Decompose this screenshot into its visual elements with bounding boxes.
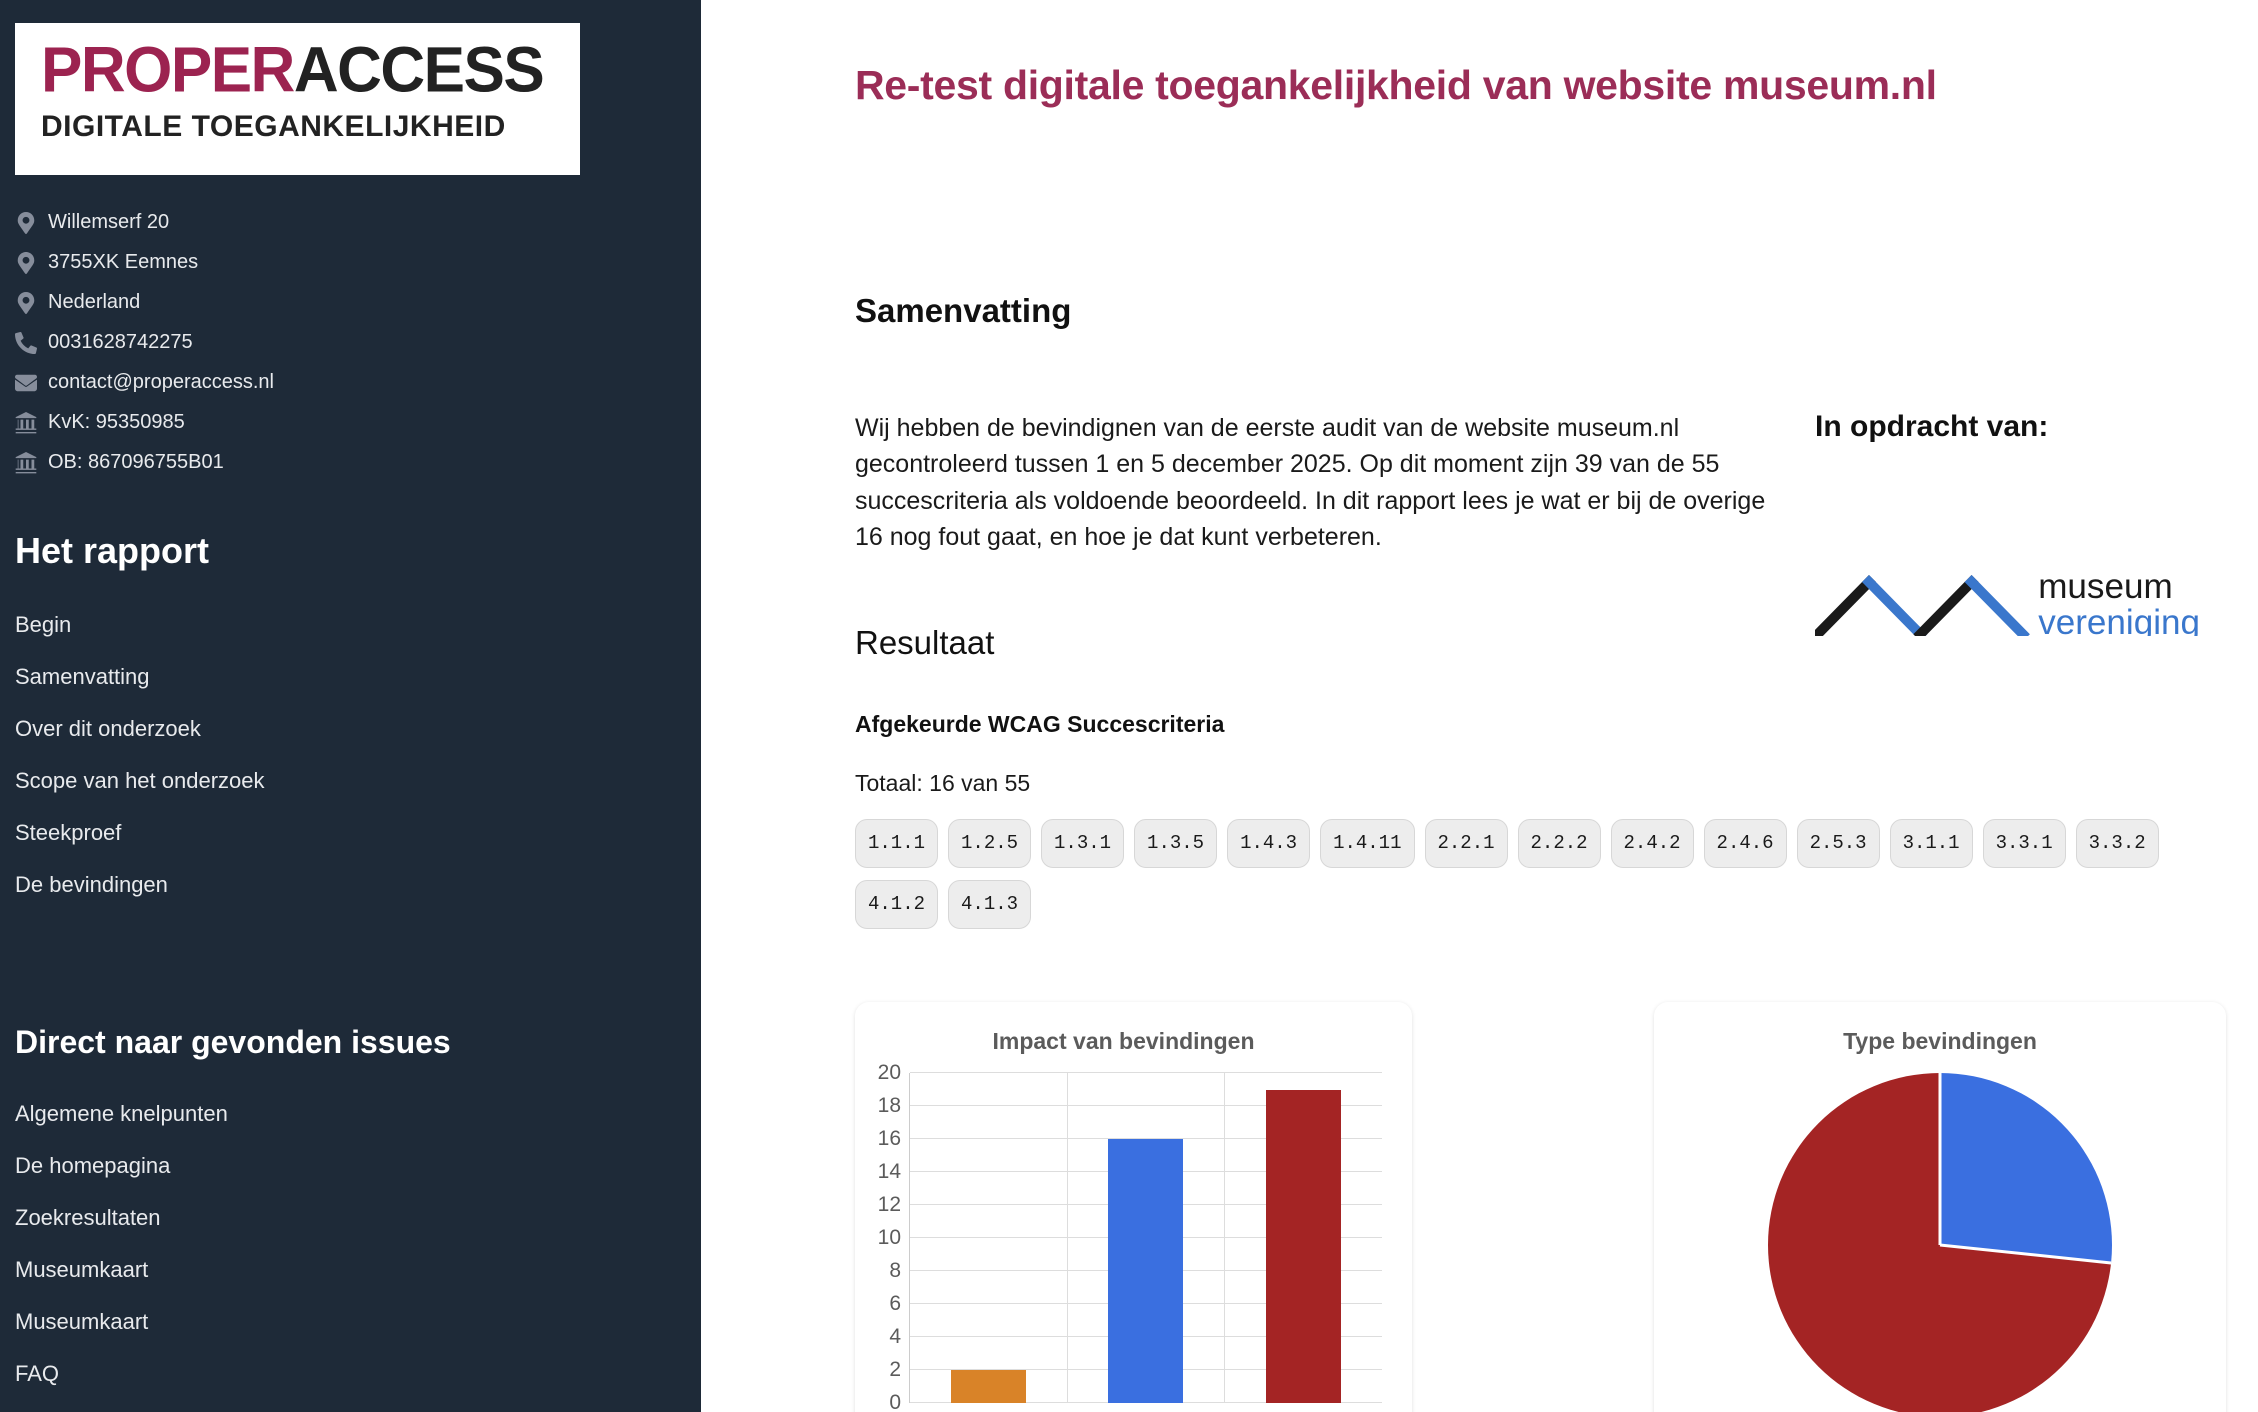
svg-text:vereniging: vereniging (2038, 603, 2200, 636)
svg-text:museum: museum (2038, 567, 2173, 606)
